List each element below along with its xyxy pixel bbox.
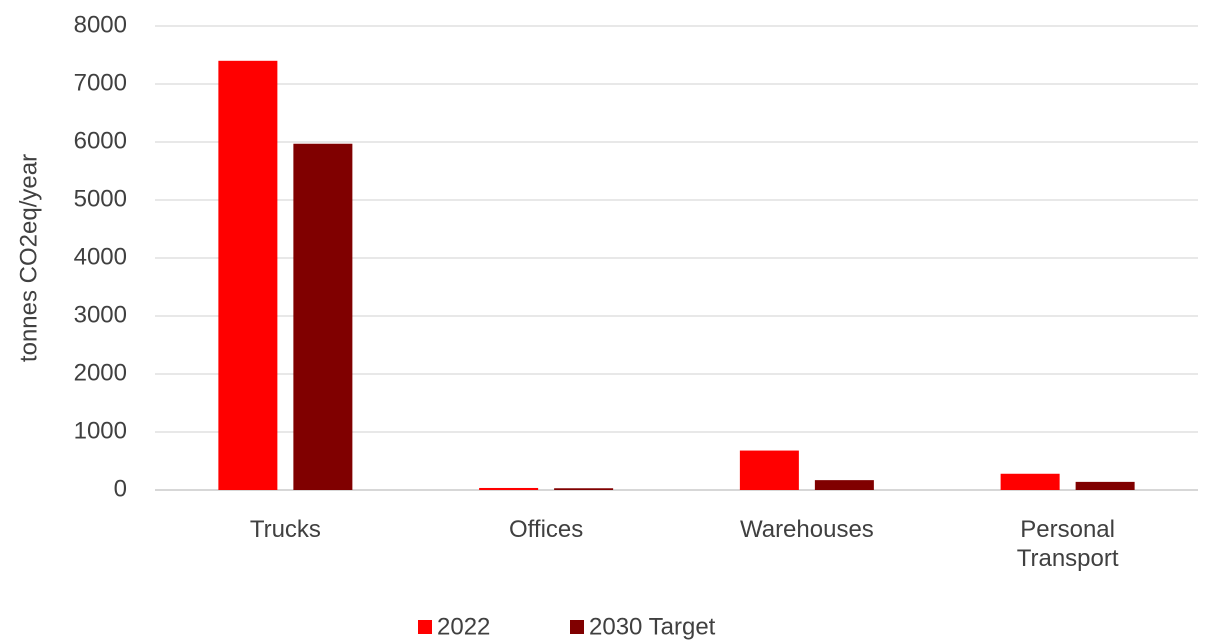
bar bbox=[218, 60, 278, 491]
y-tick-label: 8000 bbox=[74, 11, 127, 38]
bar bbox=[554, 488, 614, 490]
y-tick-label: 0 bbox=[114, 475, 127, 502]
bar bbox=[1000, 473, 1060, 490]
y-tick-label: 3000 bbox=[74, 301, 127, 328]
legend-swatch bbox=[418, 620, 432, 634]
y-tick-label: 6000 bbox=[74, 127, 127, 154]
x-tick-label: Trucks bbox=[249, 516, 321, 543]
y-tick-label: 4000 bbox=[74, 243, 127, 270]
bar bbox=[1075, 481, 1135, 490]
y-tick-label: 1000 bbox=[74, 417, 127, 444]
bar bbox=[293, 143, 353, 491]
legend-label: 2022 bbox=[437, 613, 490, 640]
y-tick-label: 5000 bbox=[74, 185, 127, 212]
bar bbox=[814, 480, 874, 490]
x-tick-label: Offices bbox=[509, 516, 584, 543]
x-tick-label: Personal Transport bbox=[1016, 516, 1119, 572]
y-axis-title: tonnes CO2eq/year bbox=[15, 154, 42, 362]
legend-swatch bbox=[570, 620, 584, 634]
y-tick-label: 7000 bbox=[74, 69, 127, 96]
x-tick-label: Warehouses bbox=[739, 516, 874, 543]
bar bbox=[739, 450, 799, 490]
y-tick-label: 2000 bbox=[74, 359, 127, 386]
bar bbox=[479, 487, 539, 490]
legend-label: 2030 Target bbox=[589, 613, 716, 640]
